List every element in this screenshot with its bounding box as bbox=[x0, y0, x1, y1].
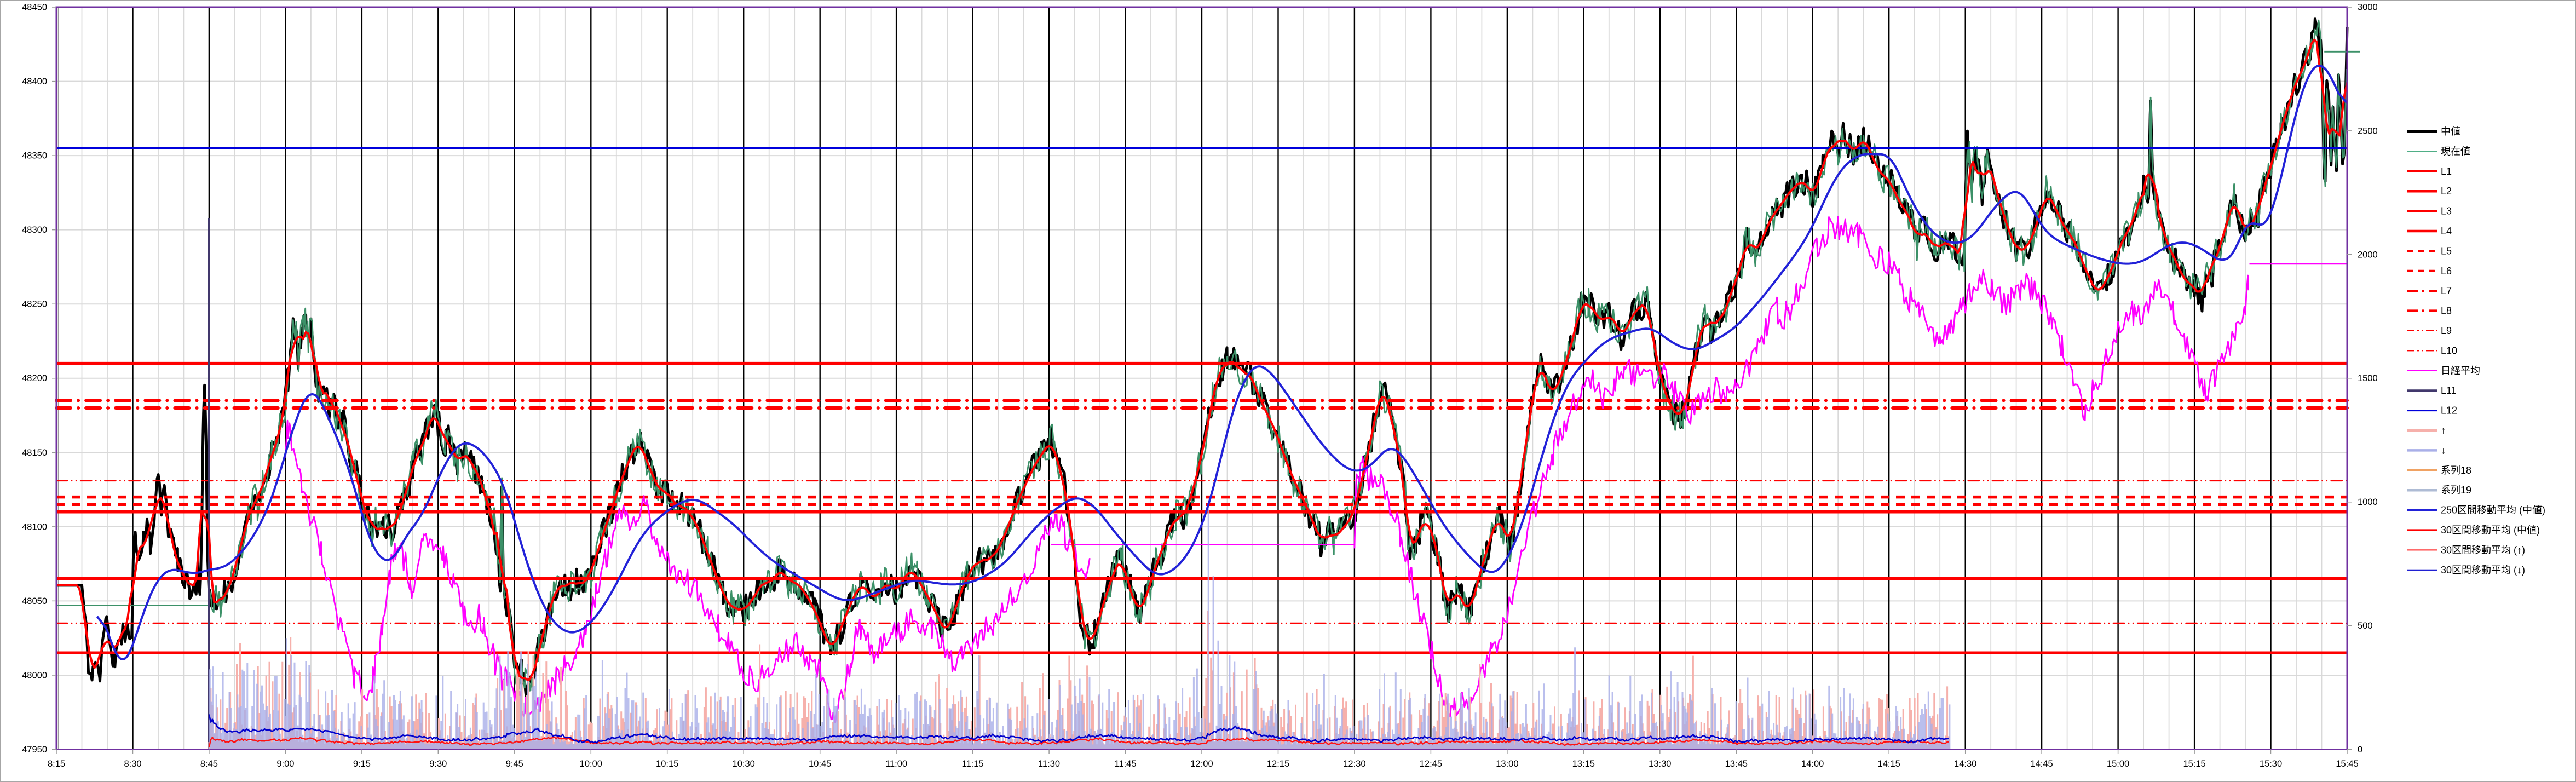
svg-text:L4: L4 bbox=[2441, 226, 2452, 237]
svg-text:15:00: 15:00 bbox=[2107, 759, 2129, 769]
svg-text:3000: 3000 bbox=[2358, 3, 2378, 13]
svg-text:30区間移動平均 (↓): 30区間移動平均 (↓) bbox=[2441, 565, 2525, 576]
svg-text:48300: 48300 bbox=[22, 225, 47, 235]
svg-text:12:15: 12:15 bbox=[1267, 759, 1289, 769]
svg-text:L8: L8 bbox=[2441, 306, 2452, 317]
svg-text:11:45: 11:45 bbox=[1114, 759, 1136, 769]
svg-text:10:45: 10:45 bbox=[809, 759, 831, 769]
svg-text:1500: 1500 bbox=[2358, 373, 2378, 383]
svg-text:9:15: 9:15 bbox=[353, 759, 371, 769]
svg-text:9:30: 9:30 bbox=[429, 759, 447, 769]
svg-text:9:45: 9:45 bbox=[506, 759, 523, 769]
svg-text:250区間移動平均 (中値): 250区間移動平均 (中値) bbox=[2441, 505, 2545, 516]
svg-text:14:00: 14:00 bbox=[1801, 759, 1824, 769]
svg-text:48400: 48400 bbox=[22, 77, 47, 87]
svg-text:1000: 1000 bbox=[2358, 497, 2378, 507]
svg-text:中値: 中値 bbox=[2441, 126, 2460, 137]
svg-text:8:15: 8:15 bbox=[48, 759, 65, 769]
svg-text:12:45: 12:45 bbox=[1420, 759, 1442, 769]
svg-text:L5: L5 bbox=[2441, 245, 2452, 256]
svg-text:48200: 48200 bbox=[22, 373, 47, 383]
svg-text:L12: L12 bbox=[2441, 405, 2457, 416]
svg-text:↑: ↑ bbox=[2441, 425, 2446, 436]
svg-text:14:15: 14:15 bbox=[1878, 759, 1900, 769]
svg-text:14:45: 14:45 bbox=[2030, 759, 2053, 769]
svg-text:15:30: 15:30 bbox=[2260, 759, 2282, 769]
svg-text:10:00: 10:00 bbox=[580, 759, 602, 769]
svg-text:L2: L2 bbox=[2441, 186, 2452, 197]
svg-text:48100: 48100 bbox=[22, 522, 47, 532]
svg-text:10:30: 10:30 bbox=[733, 759, 755, 769]
svg-text:11:15: 11:15 bbox=[962, 759, 984, 769]
svg-text:L11: L11 bbox=[2441, 385, 2457, 396]
svg-text:14:30: 14:30 bbox=[1954, 759, 1976, 769]
svg-text:現在値: 現在値 bbox=[2441, 146, 2470, 157]
svg-text:8:45: 8:45 bbox=[200, 759, 218, 769]
svg-text:日経平均: 日経平均 bbox=[2441, 365, 2480, 376]
svg-text:10:15: 10:15 bbox=[656, 759, 678, 769]
svg-text:48000: 48000 bbox=[22, 671, 47, 681]
svg-text:2500: 2500 bbox=[2358, 126, 2378, 136]
svg-text:30区間移動平均 (↑): 30区間移動平均 (↑) bbox=[2441, 544, 2525, 555]
svg-text:9:00: 9:00 bbox=[276, 759, 294, 769]
svg-text:30区間移動平均 (中値): 30区間移動平均 (中値) bbox=[2441, 525, 2540, 536]
svg-text:48150: 48150 bbox=[22, 448, 47, 458]
svg-text:47950: 47950 bbox=[22, 745, 47, 755]
svg-text:12:30: 12:30 bbox=[1343, 759, 1365, 769]
svg-text:L1: L1 bbox=[2441, 166, 2452, 177]
svg-text:48350: 48350 bbox=[22, 151, 47, 161]
svg-text:13:30: 13:30 bbox=[1649, 759, 1671, 769]
svg-text:15:15: 15:15 bbox=[2183, 759, 2205, 769]
svg-text:2000: 2000 bbox=[2358, 250, 2378, 260]
svg-text:↓: ↓ bbox=[2441, 445, 2446, 456]
svg-text:12:00: 12:00 bbox=[1190, 759, 1213, 769]
svg-text:0: 0 bbox=[2358, 745, 2362, 755]
svg-text:L9: L9 bbox=[2441, 325, 2452, 336]
svg-text:48450: 48450 bbox=[22, 3, 47, 13]
svg-text:系列19: 系列19 bbox=[2441, 485, 2471, 496]
svg-text:系列18: 系列18 bbox=[2441, 465, 2471, 476]
svg-text:13:45: 13:45 bbox=[1725, 759, 1748, 769]
svg-text:13:15: 13:15 bbox=[1572, 759, 1595, 769]
svg-text:L6: L6 bbox=[2441, 266, 2452, 277]
svg-text:L3: L3 bbox=[2441, 206, 2452, 217]
svg-text:L10: L10 bbox=[2441, 345, 2457, 356]
svg-text:11:00: 11:00 bbox=[885, 759, 907, 769]
svg-text:48050: 48050 bbox=[22, 596, 47, 606]
svg-text:500: 500 bbox=[2358, 621, 2373, 631]
svg-text:13:00: 13:00 bbox=[1496, 759, 1518, 769]
svg-text:L7: L7 bbox=[2441, 285, 2452, 296]
svg-text:8:30: 8:30 bbox=[124, 759, 141, 769]
svg-text:11:30: 11:30 bbox=[1038, 759, 1060, 769]
svg-text:48250: 48250 bbox=[22, 300, 47, 309]
svg-text:15:45: 15:45 bbox=[2336, 759, 2358, 769]
